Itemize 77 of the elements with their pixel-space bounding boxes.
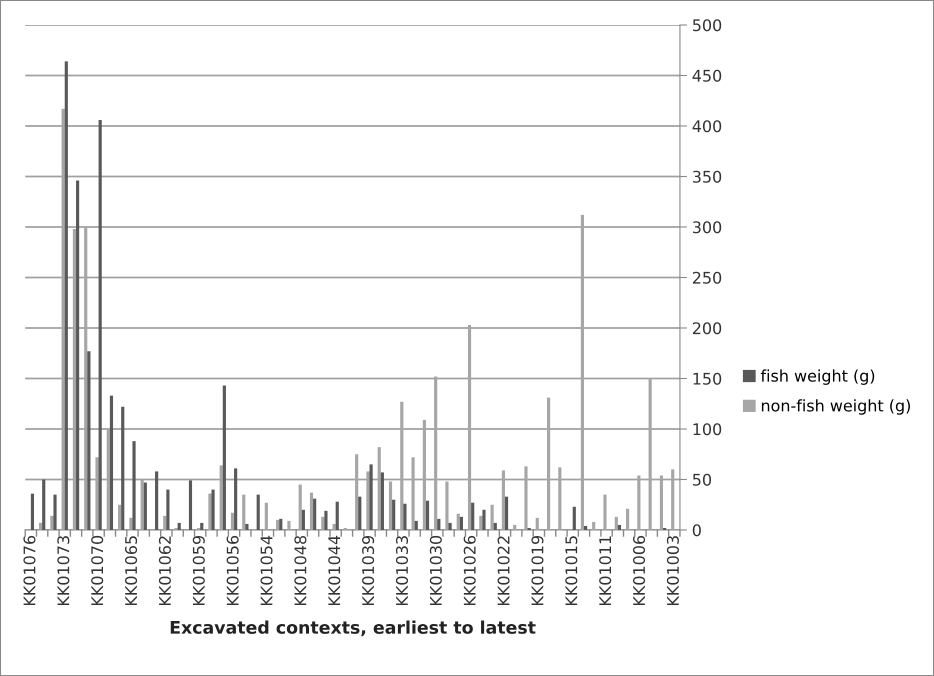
- bar: [132, 441, 136, 530]
- bar: [370, 464, 373, 530]
- x-tick-label: KK01073: [57, 536, 70, 606]
- bar: [87, 351, 90, 530]
- bar: [426, 500, 430, 530]
- bar: [110, 396, 114, 530]
- bar: [98, 120, 102, 530]
- bar: [414, 520, 418, 530]
- bar: [471, 502, 474, 530]
- x-tick-label: KK01022: [498, 536, 510, 606]
- bar: [188, 480, 192, 530]
- bar: [437, 518, 440, 530]
- x-tick-label: KK01044: [328, 536, 340, 606]
- bar: [30, 494, 34, 530]
- bar: [302, 510, 305, 530]
- bar: [155, 471, 158, 530]
- bar: [245, 524, 249, 530]
- bar: [504, 496, 508, 530]
- bar: [584, 526, 588, 530]
- bar: [279, 518, 282, 530]
- x-tick-label: KK01056: [226, 536, 239, 606]
- bar: [618, 524, 622, 530]
- y-tick-label: 50: [692, 474, 712, 486]
- x-tick-label: KK01054: [260, 536, 273, 606]
- x-tick-label: KK01033: [396, 536, 408, 606]
- bar: [448, 522, 452, 530]
- y-tick-label: 450: [692, 70, 722, 82]
- bar: [121, 406, 124, 530]
- bar: [403, 504, 407, 530]
- bar: [460, 516, 463, 530]
- x-tick-label: KK01070: [91, 536, 104, 606]
- bar: [256, 494, 260, 530]
- y-tick-label: 400: [692, 120, 722, 132]
- bar: [482, 510, 486, 530]
- legend-label: fish weight (g): [760, 369, 874, 385]
- bar: [211, 490, 215, 530]
- x-tick-label: KK01030: [430, 536, 442, 606]
- x-tick-label: KK01026: [464, 536, 476, 606]
- x-tick-label: KK01048: [294, 536, 306, 606]
- x-tick-label: KK01065: [125, 536, 138, 606]
- y-tick-label: 150: [694, 372, 722, 385]
- bar: [313, 498, 316, 530]
- y-tick-label: 0: [692, 524, 701, 536]
- bar: [358, 496, 362, 530]
- x-tick-label: KK01019: [531, 536, 544, 606]
- x-tick-label: KK01011: [599, 536, 612, 606]
- x-tick-label: KK01076: [23, 536, 36, 606]
- bar: [200, 522, 204, 530]
- bar: [494, 522, 497, 530]
- bar: [222, 386, 226, 530]
- bar: [178, 522, 181, 530]
- bar: [336, 502, 339, 530]
- bar: [42, 479, 46, 530]
- bar: [234, 468, 238, 530]
- y-tick-label: 100: [694, 423, 722, 436]
- y-tick-label: 500: [692, 19, 722, 32]
- bar: [64, 61, 68, 530]
- x-tick-label: KK01003: [666, 536, 679, 606]
- bar: [166, 490, 170, 530]
- bar: [144, 482, 147, 530]
- x-tick-label: KK01006: [632, 536, 646, 606]
- legend-label: non-fish weight (g): [762, 399, 910, 415]
- y-tick-label: 350: [692, 170, 722, 183]
- bar: [572, 506, 576, 530]
- x-tick-label: KK01059: [192, 536, 205, 606]
- bar: [53, 494, 57, 530]
- x-axis-title: Excavated contexts, earliest to latest: [170, 620, 536, 636]
- bar: [392, 500, 396, 530]
- x-tick-label: KK01039: [362, 536, 374, 606]
- x-tick-label: KK01015: [565, 536, 578, 606]
- bar: [76, 180, 80, 530]
- x-tick-label: KK01062: [158, 536, 171, 606]
- bar: [380, 472, 384, 530]
- bar: [324, 510, 328, 530]
- y-tick-label: 200: [692, 322, 722, 334]
- y-tick-label: 250: [692, 272, 722, 284]
- y-tick-label: 300: [692, 221, 722, 234]
